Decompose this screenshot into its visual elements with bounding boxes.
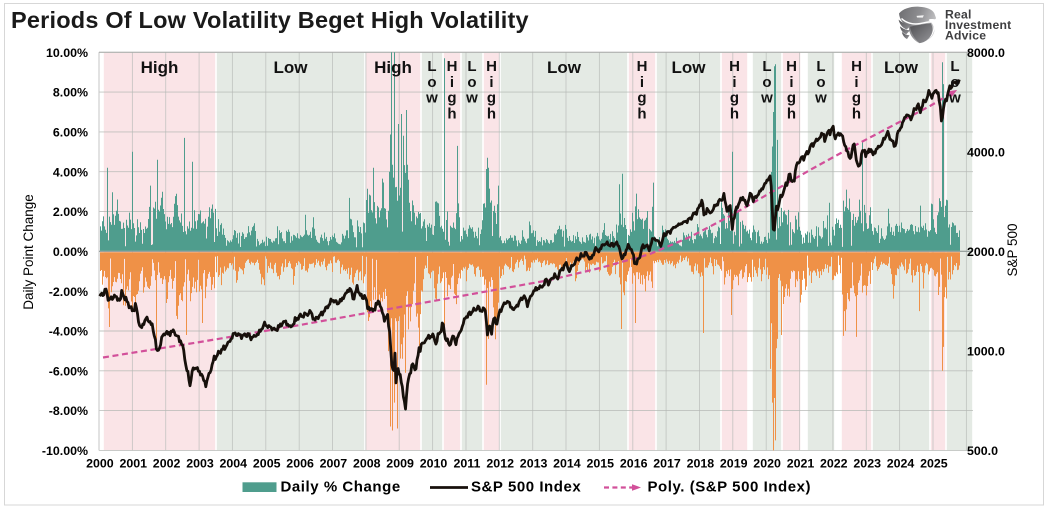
svg-text:Low: Low — [672, 58, 707, 77]
svg-text:2020: 2020 — [753, 456, 781, 470]
svg-text:2008: 2008 — [353, 456, 381, 470]
svg-text:4.00%: 4.00% — [53, 165, 88, 179]
svg-text:2017: 2017 — [653, 456, 681, 470]
svg-text:2021: 2021 — [787, 456, 815, 470]
svg-text:Low: Low — [274, 58, 309, 77]
svg-text:Low: Low — [948, 58, 961, 107]
svg-text:2025: 2025 — [920, 456, 948, 470]
svg-text:Low: Low — [884, 58, 919, 77]
svg-text:2009: 2009 — [386, 456, 414, 470]
svg-text:8000.0: 8000.0 — [967, 46, 1005, 60]
svg-text:-4.00%: -4.00% — [49, 325, 88, 339]
svg-text:2011: 2011 — [453, 456, 480, 470]
svg-text:Low: Low — [425, 58, 438, 107]
svg-text:High: High — [729, 58, 740, 122]
svg-text:-2.00%: -2.00% — [49, 285, 88, 299]
svg-text:High: High — [374, 58, 412, 77]
svg-text:8.00%: 8.00% — [53, 86, 88, 100]
svg-text:2022: 2022 — [820, 456, 848, 470]
svg-text:2014: 2014 — [553, 456, 581, 470]
svg-text:0.00%: 0.00% — [53, 245, 88, 259]
svg-text:Daily Point Change: Daily Point Change — [21, 194, 36, 310]
svg-text:2018: 2018 — [687, 456, 715, 470]
svg-text:Advice: Advice — [945, 29, 986, 43]
svg-text:Low: Low — [814, 58, 827, 107]
svg-text:-10.00%: -10.00% — [42, 444, 88, 458]
svg-text:2002: 2002 — [153, 456, 181, 470]
svg-text:2001: 2001 — [120, 456, 148, 470]
svg-text:High: High — [637, 58, 648, 122]
svg-text:S&P 500 Index: S&P 500 Index — [471, 479, 581, 496]
svg-text:2006: 2006 — [286, 456, 314, 470]
svg-text:4000.0: 4000.0 — [967, 145, 1005, 159]
svg-text:2000: 2000 — [86, 456, 114, 470]
svg-text:2012: 2012 — [486, 456, 514, 470]
svg-text:2010: 2010 — [420, 456, 448, 470]
svg-text:500.0: 500.0 — [967, 444, 998, 458]
svg-text:Periods Of Low Volatility Bege: Periods Of Low Volatility Beget High Vol… — [11, 7, 529, 33]
svg-text:Daily % Change: Daily % Change — [281, 479, 401, 496]
svg-text:2007: 2007 — [320, 456, 348, 470]
svg-text:Investment: Investment — [945, 18, 1011, 32]
svg-text:2023: 2023 — [853, 456, 881, 470]
svg-text:2004: 2004 — [220, 456, 248, 470]
svg-text:2000.0: 2000.0 — [967, 245, 1005, 259]
svg-text:Low: Low — [465, 58, 478, 107]
svg-text:2003: 2003 — [186, 456, 214, 470]
svg-text:Poly. (S&P 500 Index): Poly. (S&P 500 Index) — [648, 479, 812, 496]
svg-text:High: High — [851, 58, 862, 122]
svg-text:2.00%: 2.00% — [53, 205, 88, 219]
svg-text:10.00%: 10.00% — [46, 46, 88, 60]
svg-text:6.00%: 6.00% — [53, 126, 88, 140]
svg-text:High: High — [141, 58, 179, 77]
svg-text:2019: 2019 — [720, 456, 748, 470]
svg-text:1000.0: 1000.0 — [967, 345, 1005, 359]
svg-text:High: High — [786, 58, 797, 122]
svg-text:S&P 500: S&P 500 — [1005, 223, 1020, 276]
svg-text:Low: Low — [760, 58, 773, 107]
svg-text:2013: 2013 — [520, 456, 548, 470]
svg-text:2005: 2005 — [253, 456, 281, 470]
svg-text:-8.00%: -8.00% — [49, 404, 88, 418]
svg-text:Real: Real — [945, 7, 972, 21]
svg-text:Low: Low — [547, 58, 582, 77]
svg-text:2024: 2024 — [887, 456, 915, 470]
svg-text:High: High — [447, 58, 458, 122]
svg-text:2016: 2016 — [620, 456, 648, 470]
svg-text:High: High — [486, 58, 497, 122]
svg-text:-6.00%: -6.00% — [49, 364, 88, 378]
svg-text:2015: 2015 — [587, 456, 615, 470]
